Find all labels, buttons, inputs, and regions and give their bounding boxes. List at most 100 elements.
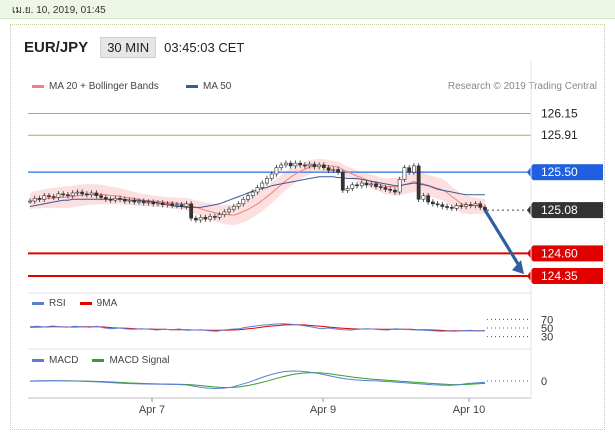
candle: [388, 189, 393, 191]
price-level-label: 124.35: [541, 269, 578, 283]
candle: [449, 207, 454, 209]
candle: [336, 169, 340, 173]
ma20-swatch: [32, 85, 44, 88]
candle: [103, 197, 108, 200]
candle: [165, 203, 170, 206]
candle: [141, 200, 146, 204]
candle: [56, 193, 61, 198]
candle: [421, 195, 426, 200]
macd-line: [29, 370, 486, 390]
price-tag-pointer: [527, 164, 533, 181]
macd-signal-swatch: [92, 359, 105, 362]
price-tag-pointer: [527, 267, 533, 284]
price-tag-current: [533, 202, 603, 219]
candle: [298, 162, 303, 166]
candle: [478, 203, 483, 208]
candle: [435, 203, 440, 206]
price-tag-resistance: [533, 164, 603, 181]
candle: [151, 201, 156, 205]
candle: [350, 184, 355, 189]
candle: [42, 195, 47, 200]
candle: [326, 167, 331, 171]
candle: [426, 195, 431, 203]
candle: [307, 163, 312, 167]
rsi-tick-label: 50: [541, 323, 553, 335]
candle: [80, 191, 85, 195]
candle: [250, 191, 255, 196]
candle: [293, 162, 298, 167]
candle: [37, 198, 42, 200]
timestamp-bar: เม.ย. 10, 2019, 01:45: [0, 0, 615, 19]
candle: [355, 184, 359, 187]
legend-macd-label: MACD: [49, 355, 79, 366]
candle: [236, 203, 241, 207]
candle: [75, 191, 80, 194]
candle: [402, 167, 407, 180]
candle: [317, 164, 322, 168]
interval-badge[interactable]: 30 MIN: [100, 36, 157, 58]
chart-time: 03:45:03 CET: [164, 39, 245, 55]
candle: [175, 204, 179, 206]
candle: [227, 208, 231, 213]
candle: [284, 162, 288, 166]
candle: [170, 203, 175, 206]
candle: [364, 182, 369, 186]
candle: [179, 204, 184, 207]
candle: [137, 200, 141, 203]
candle: [246, 195, 250, 200]
price-level-label: 126.15: [541, 107, 578, 121]
chart-frame: [10, 24, 605, 430]
candle: [51, 196, 56, 198]
candle: [454, 205, 459, 209]
candle: [118, 198, 122, 200]
timestamp: เม.ย. 10, 2019, 01:45: [12, 5, 106, 16]
candle: [203, 217, 208, 220]
legend-rsi: RSI 9MA: [32, 298, 117, 309]
price-tag-pointer: [527, 245, 533, 262]
legend-ma50: MA 50: [186, 81, 231, 92]
symbol-pair: EUR/JPY: [24, 38, 89, 56]
candle: [340, 171, 345, 191]
rsi-tick-label: 70: [541, 314, 553, 326]
candle: [407, 167, 412, 173]
candle: [132, 199, 137, 203]
legend-ma20: MA 20 + Bollinger Bands: [32, 81, 159, 92]
chart-header: EUR/JPY 30 MIN 03:45:03 CET: [24, 36, 244, 58]
ma50-swatch: [186, 85, 198, 88]
candle: [288, 162, 293, 167]
candle: [445, 206, 449, 208]
candle: [156, 202, 160, 205]
forecast-arrow-head: [512, 260, 524, 275]
rsi-swatch: [32, 302, 44, 305]
x-tick-label: Apr 10: [453, 404, 485, 416]
candle: [184, 203, 189, 207]
price-level-label: 125.91: [541, 128, 578, 142]
candle: [312, 163, 317, 168]
candle: [160, 202, 165, 205]
candle: [222, 211, 227, 215]
candle: [99, 195, 103, 198]
candle: [274, 167, 279, 175]
candle: [378, 186, 383, 188]
candles: [28, 160, 487, 223]
bollinger-band: [30, 158, 485, 226]
rsi-tick-label: 30: [541, 332, 553, 344]
candle: [302, 164, 307, 167]
price-level-label: 125.50: [541, 165, 578, 179]
price-level-label: 124.60: [541, 246, 578, 260]
candle: [217, 214, 222, 218]
candle: [108, 198, 113, 201]
candle: [464, 204, 468, 207]
candle: [231, 206, 236, 210]
candle: [198, 217, 203, 221]
legend-macd: MACD MACD Signal: [32, 355, 169, 366]
candle: [369, 183, 374, 186]
forecast-arrow: [483, 209, 522, 269]
candle: [84, 193, 89, 196]
legend-rsi-label: RSI: [49, 298, 66, 309]
x-tick-label: Apr 7: [139, 404, 165, 416]
rsi-line: [29, 323, 486, 332]
candle: [331, 169, 336, 171]
x-tick-label: Apr 9: [310, 404, 336, 416]
